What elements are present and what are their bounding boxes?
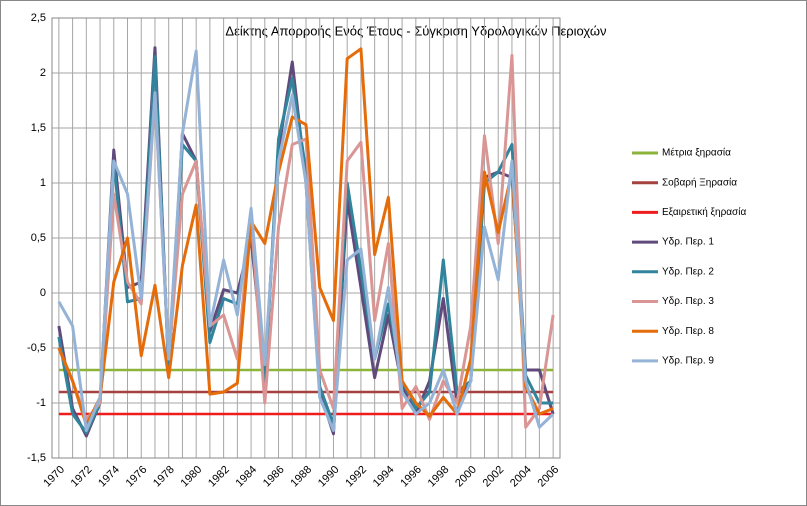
y-tick-label: 0,5 <box>31 232 46 244</box>
y-tick-label: -0,5 <box>27 342 46 354</box>
series-line <box>57 49 555 432</box>
plot-border <box>51 17 561 459</box>
legend-label: Υδρ. Περ. 9 <box>662 356 714 367</box>
y-tick-label: 0 <box>40 287 46 299</box>
y-tick-label: 2 <box>40 67 46 79</box>
series-line <box>57 47 554 427</box>
y-tick-label: 1,5 <box>31 122 46 134</box>
y-tick-label: -1,5 <box>27 452 46 464</box>
legend-label: Υδρ. Περ. 8 <box>662 326 714 337</box>
y-tick-label: -1 <box>36 397 46 409</box>
legend-label: Υδρ. Περ. 2 <box>662 266 714 277</box>
y-tick-label: 1 <box>40 177 46 189</box>
legend-label: Υδρ. Περ. 1 <box>662 237 714 248</box>
legend-label: Εξαιρετική ξηρασία <box>662 206 746 218</box>
y-tick-label: 2,5 <box>31 12 46 24</box>
legend-label: Μέτρια ξηρασία <box>662 147 731 159</box>
legend-label: Υδρ. Περ. 3 <box>662 296 714 307</box>
legend-label: Σοβαρή Ξηρασία <box>662 176 737 188</box>
